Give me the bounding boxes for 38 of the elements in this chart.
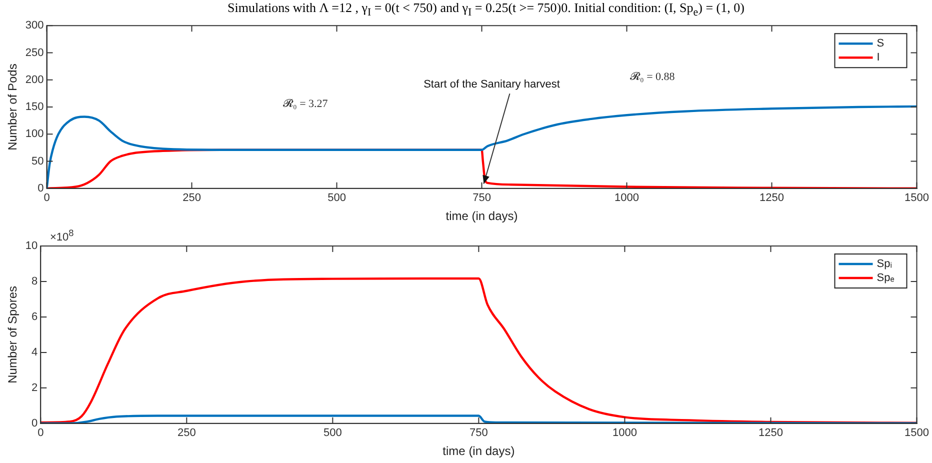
y-tick-label: 4: [32, 346, 38, 358]
x-tick-label: 1500: [904, 192, 930, 204]
annotation: 𝓡₀ = 0.88: [630, 71, 675, 83]
y-tick-label: 50: [32, 155, 44, 168]
y-tick-label: 100: [25, 128, 44, 140]
x-axis-title: time (in days): [446, 209, 518, 224]
y-tick-label: 300: [25, 20, 44, 32]
y-tick-label: 10: [25, 240, 38, 252]
legend-label: I: [876, 52, 880, 64]
y-tick-label: 0: [38, 182, 44, 194]
x-tick-label: 1000: [614, 192, 640, 204]
x-tick-label: 1500: [904, 427, 930, 440]
y-tick-label: 0: [32, 417, 38, 430]
y-tick-label: 6: [32, 310, 38, 323]
annotation: 𝓡₀ = 3.27: [283, 98, 328, 110]
x-tick-label: 750: [470, 427, 488, 440]
y-axis-title: Number of Pods: [6, 64, 20, 150]
y-tick-label: 250: [25, 46, 44, 59]
text: ×10$^{8}$: [50, 228, 74, 244]
annotation: Start of the Sanitary harvest: [424, 78, 560, 91]
y-tick-label: 200: [25, 74, 44, 86]
x-tick-label: 500: [328, 192, 346, 204]
x-axis-title: time (in days): [442, 444, 515, 458]
legend-label: Spₑ: [876, 272, 894, 284]
y-axis-title: Number of Spores: [6, 286, 20, 384]
y-tick-label: 150: [25, 101, 44, 114]
x-tick-label: 1000: [612, 427, 637, 440]
x-tick-label: 1250: [758, 427, 783, 440]
legend-label: S: [876, 38, 884, 50]
chart-title: Simulations with Λ =12 , γ$_{I}$ = 0(t < 750) and γ$_{I}$ = 0.25(t >= 750)0. Initial condition: (I, Sp$_{e}$) = (1, 0): [226, 0, 746, 19]
x-tick-label: 500: [324, 427, 342, 440]
legend-label: Spᵢ: [876, 258, 892, 270]
x-tick-label: 750: [472, 192, 491, 204]
y-tick-label: 8: [32, 276, 38, 288]
x-tick-label: 250: [182, 192, 201, 204]
x-tick-label: 250: [177, 427, 196, 440]
x-tick-label: 1250: [760, 192, 784, 204]
y-tick-label: 2: [32, 382, 38, 394]
